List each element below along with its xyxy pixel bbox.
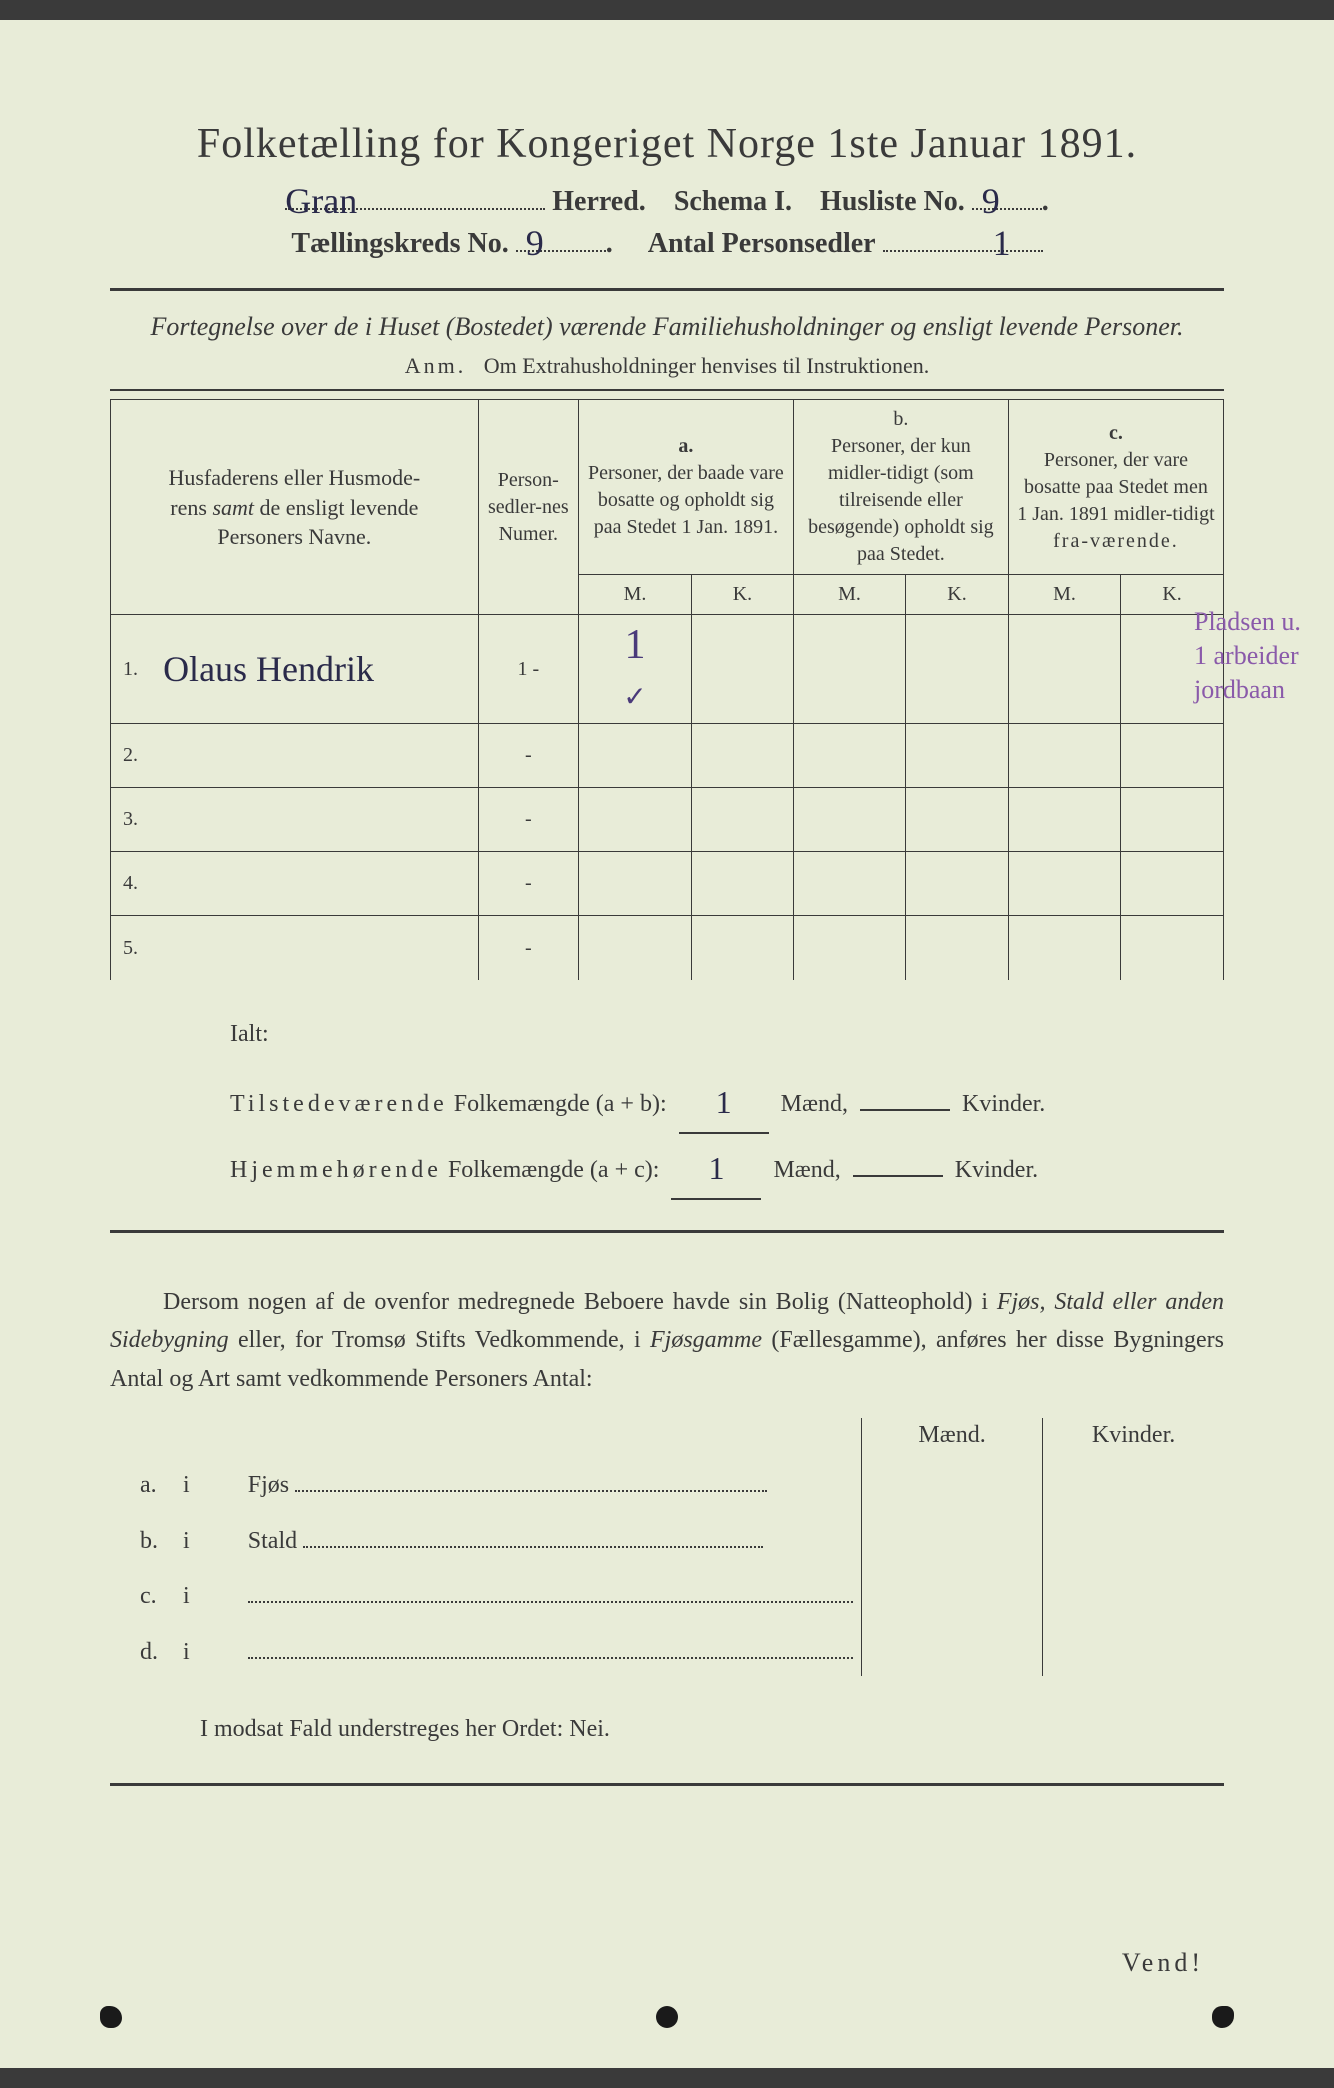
punch-hole-icon: [1212, 2006, 1234, 2028]
page-title: Folketælling for Kongeriget Norge 1ste J…: [110, 120, 1224, 168]
anm-line: Anm. Om Extrahusholdninger henvises til …: [110, 353, 1224, 379]
bygning-kvinder: Kvinder.: [1043, 1418, 1224, 1453]
summary-kvinder-1: Kvinder.: [962, 1091, 1045, 1117]
margin-note: Pladsen u. 1 arbeider jordbaan: [1194, 605, 1314, 706]
main-table: Husfaderens eller Husmode-rens samt de e…: [110, 399, 1224, 980]
col-b-k: K.: [906, 575, 1009, 615]
table-row: 2. -: [111, 724, 1224, 788]
antal-label: Antal Personsedler: [648, 228, 876, 259]
col-c-label: c.: [1109, 422, 1123, 444]
row-b-m: [793, 615, 905, 724]
summary-val1-m: 1: [716, 1070, 732, 1134]
census-form-page: Folketælling for Kongeriget Norge 1ste J…: [0, 20, 1334, 2068]
divider-1: [110, 288, 1224, 291]
row-num: 2.: [111, 724, 156, 788]
row-sed: -: [478, 852, 578, 916]
row-num: 5.: [111, 916, 156, 980]
herred-handwritten: Gran: [285, 180, 357, 222]
divider-3: [110, 1783, 1224, 1786]
summary-maend-1: Mænd,: [781, 1091, 848, 1117]
row-b-k: [906, 615, 1009, 724]
row-num: 4.: [111, 852, 156, 916]
row-name: [155, 852, 478, 916]
bygning-row: d. i: [110, 1620, 1224, 1676]
summary-line1-label: Tilstedeværende: [230, 1091, 448, 1117]
header-line-2: Tællingskreds No. 9 . Antal Personsedler…: [110, 228, 1224, 260]
col-b-label: b.: [893, 408, 908, 430]
table-row: 3. -: [111, 788, 1224, 852]
kreds-label: Tællingskreds No.: [291, 228, 508, 259]
row-name: [155, 724, 478, 788]
row-sed: -: [478, 724, 578, 788]
table-row: 5. -: [111, 916, 1224, 980]
schema-label: Schema I.: [674, 186, 792, 217]
anm-label: Anm.: [405, 353, 467, 378]
row-num: 3.: [111, 788, 156, 852]
anm-text: Om Extrahusholdninger henvises til Instr…: [484, 353, 929, 378]
kreds-value: 9: [526, 222, 544, 264]
herred-label: Herred.: [552, 186, 646, 217]
antal-value: 1: [993, 222, 1011, 264]
col-a-text: Personer, der baade vare bosatte og opho…: [588, 462, 784, 538]
husliste-value: 9: [982, 180, 1000, 222]
row-name: [155, 916, 478, 980]
summary-block: Ialt: Tilstedeværende Folkemængde (a + b…: [230, 1010, 1224, 1200]
col-c-text: Personer, der vare bosatte paa Stedet me…: [1017, 449, 1214, 552]
bygning-row: b. i Stald: [110, 1509, 1224, 1565]
bygning-row: c. i: [110, 1565, 1224, 1621]
col-c-m: M.: [1008, 575, 1120, 615]
row-num: 1.: [111, 615, 156, 724]
summary-line2-rest: Folkemængde (a + c):: [448, 1157, 660, 1183]
summary-kvinder-2: Kvinder.: [955, 1157, 1038, 1183]
summary-maend-2: Mænd,: [773, 1157, 840, 1183]
summary-val2-m: 1: [708, 1136, 724, 1200]
row-a-m: 1✓: [623, 622, 646, 716]
table-row: 1. Olaus Hendrik 1 - 1✓: [111, 615, 1224, 724]
paragraph: Dersom nogen af de ovenfor medregnede Be…: [110, 1283, 1224, 1398]
col-b-text: Personer, der kun midler-tidigt (som til…: [808, 435, 994, 565]
col-header-names: Husfaderens eller Husmode-rens samt de e…: [168, 465, 420, 549]
divider-2: [110, 1230, 1224, 1233]
bygning-maend: Mænd.: [861, 1418, 1042, 1453]
subtitle: Fortegnelse over de i Huset (Bostedet) v…: [110, 309, 1224, 345]
row-name: Olaus Hendrik: [163, 649, 374, 689]
table-row: 4. -: [111, 852, 1224, 916]
row-name: [155, 788, 478, 852]
modsat-line: I modsat Fald understreges her Ordet: Ne…: [200, 1716, 1224, 1743]
punch-hole-icon: [100, 2006, 122, 2028]
col-b-m: M.: [793, 575, 905, 615]
bygning-table: Mænd. Kvinder. a. i Fjøs b. i Stald c. i…: [110, 1418, 1224, 1676]
summary-line2-label: Hjemmehørende: [230, 1157, 442, 1183]
col-header-num: Person-sedler-nes Numer.: [488, 469, 569, 545]
col-a-label: a.: [678, 435, 693, 457]
husliste-label: Husliste No.: [820, 186, 965, 217]
row-c-m: [1008, 615, 1120, 724]
col-a-m: M.: [578, 575, 691, 615]
bygning-row: a. i Fjøs: [110, 1453, 1224, 1509]
ialt-label: Ialt:: [230, 1021, 269, 1047]
col-a-k: K.: [692, 575, 794, 615]
header-line-1: Gran Herred. Schema I. Husliste No. 9 .: [110, 186, 1224, 218]
row-a-k: [692, 615, 794, 724]
row-sed: 1 -: [478, 615, 578, 724]
punch-hole-icon: [656, 2006, 678, 2028]
row-sed: -: [478, 788, 578, 852]
row-sed: -: [478, 916, 578, 980]
summary-line1-rest: Folkemængde (a + b):: [454, 1091, 667, 1117]
vend-label: Vend!: [1122, 1948, 1204, 1978]
